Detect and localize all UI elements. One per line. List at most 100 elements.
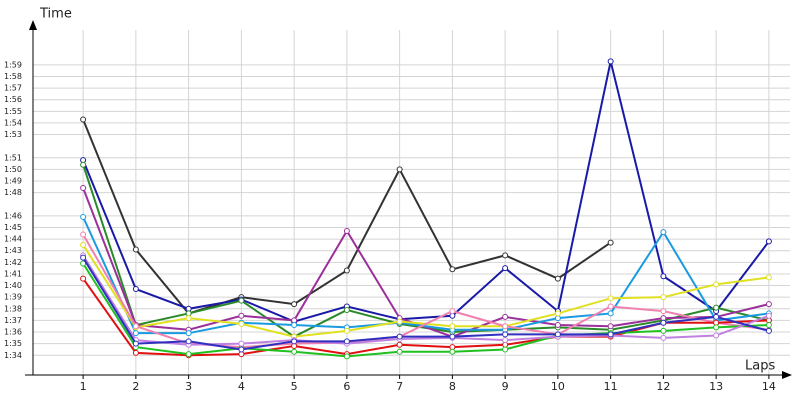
y-tick-label: 1:39 [4,293,22,302]
data-point [554,275,561,282]
data-point [185,338,192,345]
x-tick-label: 7 [396,380,403,393]
data-point [238,346,245,353]
y-tick-label: 1:38 [4,304,22,313]
data-point [502,346,509,353]
data-point [238,320,245,327]
data-point [185,315,192,322]
series-line [82,254,770,346]
y-tick-label: 1:35 [4,339,22,348]
x-tick-label: 14 [762,380,776,393]
data-point [713,313,720,320]
y-axis-title: Time [39,7,72,22]
x-tick-label: 13 [709,380,723,393]
data-point [502,331,509,338]
data-point [132,349,139,356]
series-line [82,257,770,351]
data-point [238,312,245,319]
y-tick-label: 1:34 [4,351,22,360]
y-tick-label: 1:58 [4,72,22,81]
data-point [607,295,614,302]
data-point [80,116,87,123]
data-point [396,333,403,340]
data-point [343,327,350,334]
y-tick-label: 1:50 [4,165,22,174]
data-point [607,331,614,338]
data-point [80,214,87,221]
data-point [765,327,772,334]
data-point [291,338,298,345]
y-tick-label: 1:44 [4,235,22,244]
x-tick-label: 4 [238,380,245,393]
data-point [396,318,403,325]
data-point [607,323,614,330]
data-point [80,161,87,168]
data-point [713,332,720,339]
y-tick-label: 1:49 [4,177,22,186]
data-point [502,313,509,320]
y-tick-label: 1:42 [4,258,22,267]
data-point [343,227,350,234]
y-tick-label: 1:46 [4,211,22,220]
data-point [660,308,667,315]
y-tick-label: 1:51 [4,153,22,162]
data-point [660,273,667,280]
x-tick-label: 5 [291,380,298,393]
data-point [502,337,509,344]
data-point [291,301,298,308]
x-tick-label: 8 [449,380,456,393]
data-point [343,267,350,274]
data-point [660,294,667,301]
data-point [396,348,403,355]
y-tick-label: 1:36 [4,328,22,337]
data-point [554,310,561,317]
data-point [660,334,667,341]
series-line [82,216,770,335]
y-tick-label: 1:41 [4,269,22,278]
data-point [765,274,772,281]
data-point [291,348,298,355]
data-point [765,238,772,245]
data-point [765,322,772,329]
data-point [554,322,561,329]
data-point [765,301,772,308]
y-tick-label: 1:43 [4,246,22,255]
data-point [449,266,456,273]
data-point [607,58,614,65]
x-tick-label: 3 [185,380,192,393]
series [80,58,772,360]
data-point [713,324,720,331]
y-tick-label: 1:57 [4,84,22,93]
data-point [238,297,245,304]
x-tick-label: 9 [502,380,509,393]
y-tick-label: 1:59 [4,60,22,69]
data-point [132,286,139,293]
y-tick-label: 1:56 [4,95,22,104]
data-point [765,312,772,319]
data-point [660,327,667,334]
series-line [82,61,770,323]
y-tick-label: 1:55 [4,107,22,116]
data-point [132,323,139,330]
data-point [343,338,350,345]
data-point [80,275,87,282]
series-line [82,187,770,338]
data-point [449,308,456,315]
y-tick-label: 1:40 [4,281,22,290]
data-point [554,331,561,338]
data-point [607,303,614,310]
data-point [713,281,720,288]
data-point [449,333,456,340]
data-point [449,323,456,330]
data-point [660,319,667,326]
data-point [449,348,456,355]
y-tick-label: 1:48 [4,188,22,197]
data-point [132,330,139,337]
data-point [185,330,192,337]
data-point [80,231,87,238]
y-tick-label: 1:54 [4,118,22,127]
data-point [502,265,509,272]
x-axis-arrow [782,371,792,379]
series-line [82,262,769,358]
